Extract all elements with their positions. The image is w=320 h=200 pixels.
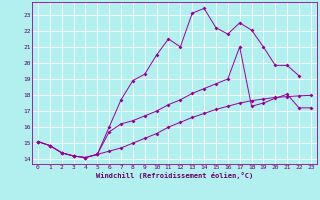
X-axis label: Windchill (Refroidissement éolien,°C): Windchill (Refroidissement éolien,°C)	[96, 172, 253, 179]
